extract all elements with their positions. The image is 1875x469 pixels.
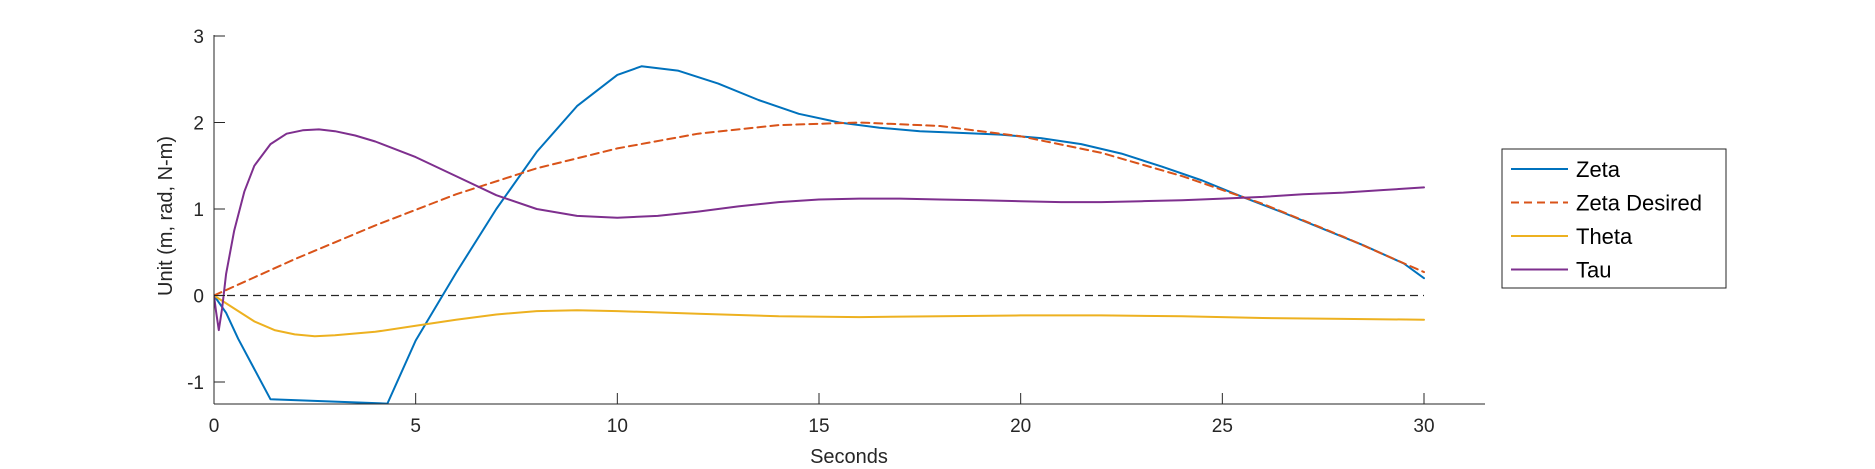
series-line-theta bbox=[214, 294, 1425, 338]
axes bbox=[213, 35, 1485, 405]
x-tick-label: 10 bbox=[607, 416, 628, 437]
y-tick-label: 2 bbox=[193, 114, 204, 135]
x-tick-label: 15 bbox=[808, 416, 829, 437]
y-ticks: -1 0 1 2 3 bbox=[187, 27, 225, 394]
series-line-zeta bbox=[214, 65, 1425, 404]
series-line-zeta-desired bbox=[214, 121, 1425, 297]
x-tick-label: 30 bbox=[1413, 416, 1434, 437]
y-tick-label: 1 bbox=[193, 200, 204, 221]
x-tick-label: 5 bbox=[410, 416, 421, 437]
legend-label-theta: Theta bbox=[1576, 224, 1633, 249]
x-tick-label: 25 bbox=[1212, 416, 1233, 437]
y-tick-label: -1 bbox=[187, 373, 204, 394]
series-layer bbox=[214, 65, 1425, 404]
x-tick-label: 20 bbox=[1010, 416, 1031, 437]
legend-label-tau: Tau bbox=[1576, 258, 1611, 283]
series-line-tau bbox=[214, 128, 1425, 332]
x-ticks: 0 5 10 15 20 25 30 bbox=[209, 393, 1435, 437]
y-axis-label: Unit (m, rad, N-m) bbox=[155, 136, 177, 296]
legend-label-zeta: Zeta bbox=[1576, 157, 1621, 182]
legend: Zeta Zeta Desired Theta Tau bbox=[1501, 148, 1727, 289]
y-tick-label: 0 bbox=[193, 287, 204, 308]
x-tick-label: 0 bbox=[209, 416, 220, 437]
y-tick-label: 3 bbox=[193, 27, 204, 48]
x-axis-label: Seconds bbox=[810, 446, 888, 468]
legend-box bbox=[1501, 148, 1727, 289]
legend-label-zeta-desired: Zeta Desired bbox=[1576, 191, 1702, 216]
